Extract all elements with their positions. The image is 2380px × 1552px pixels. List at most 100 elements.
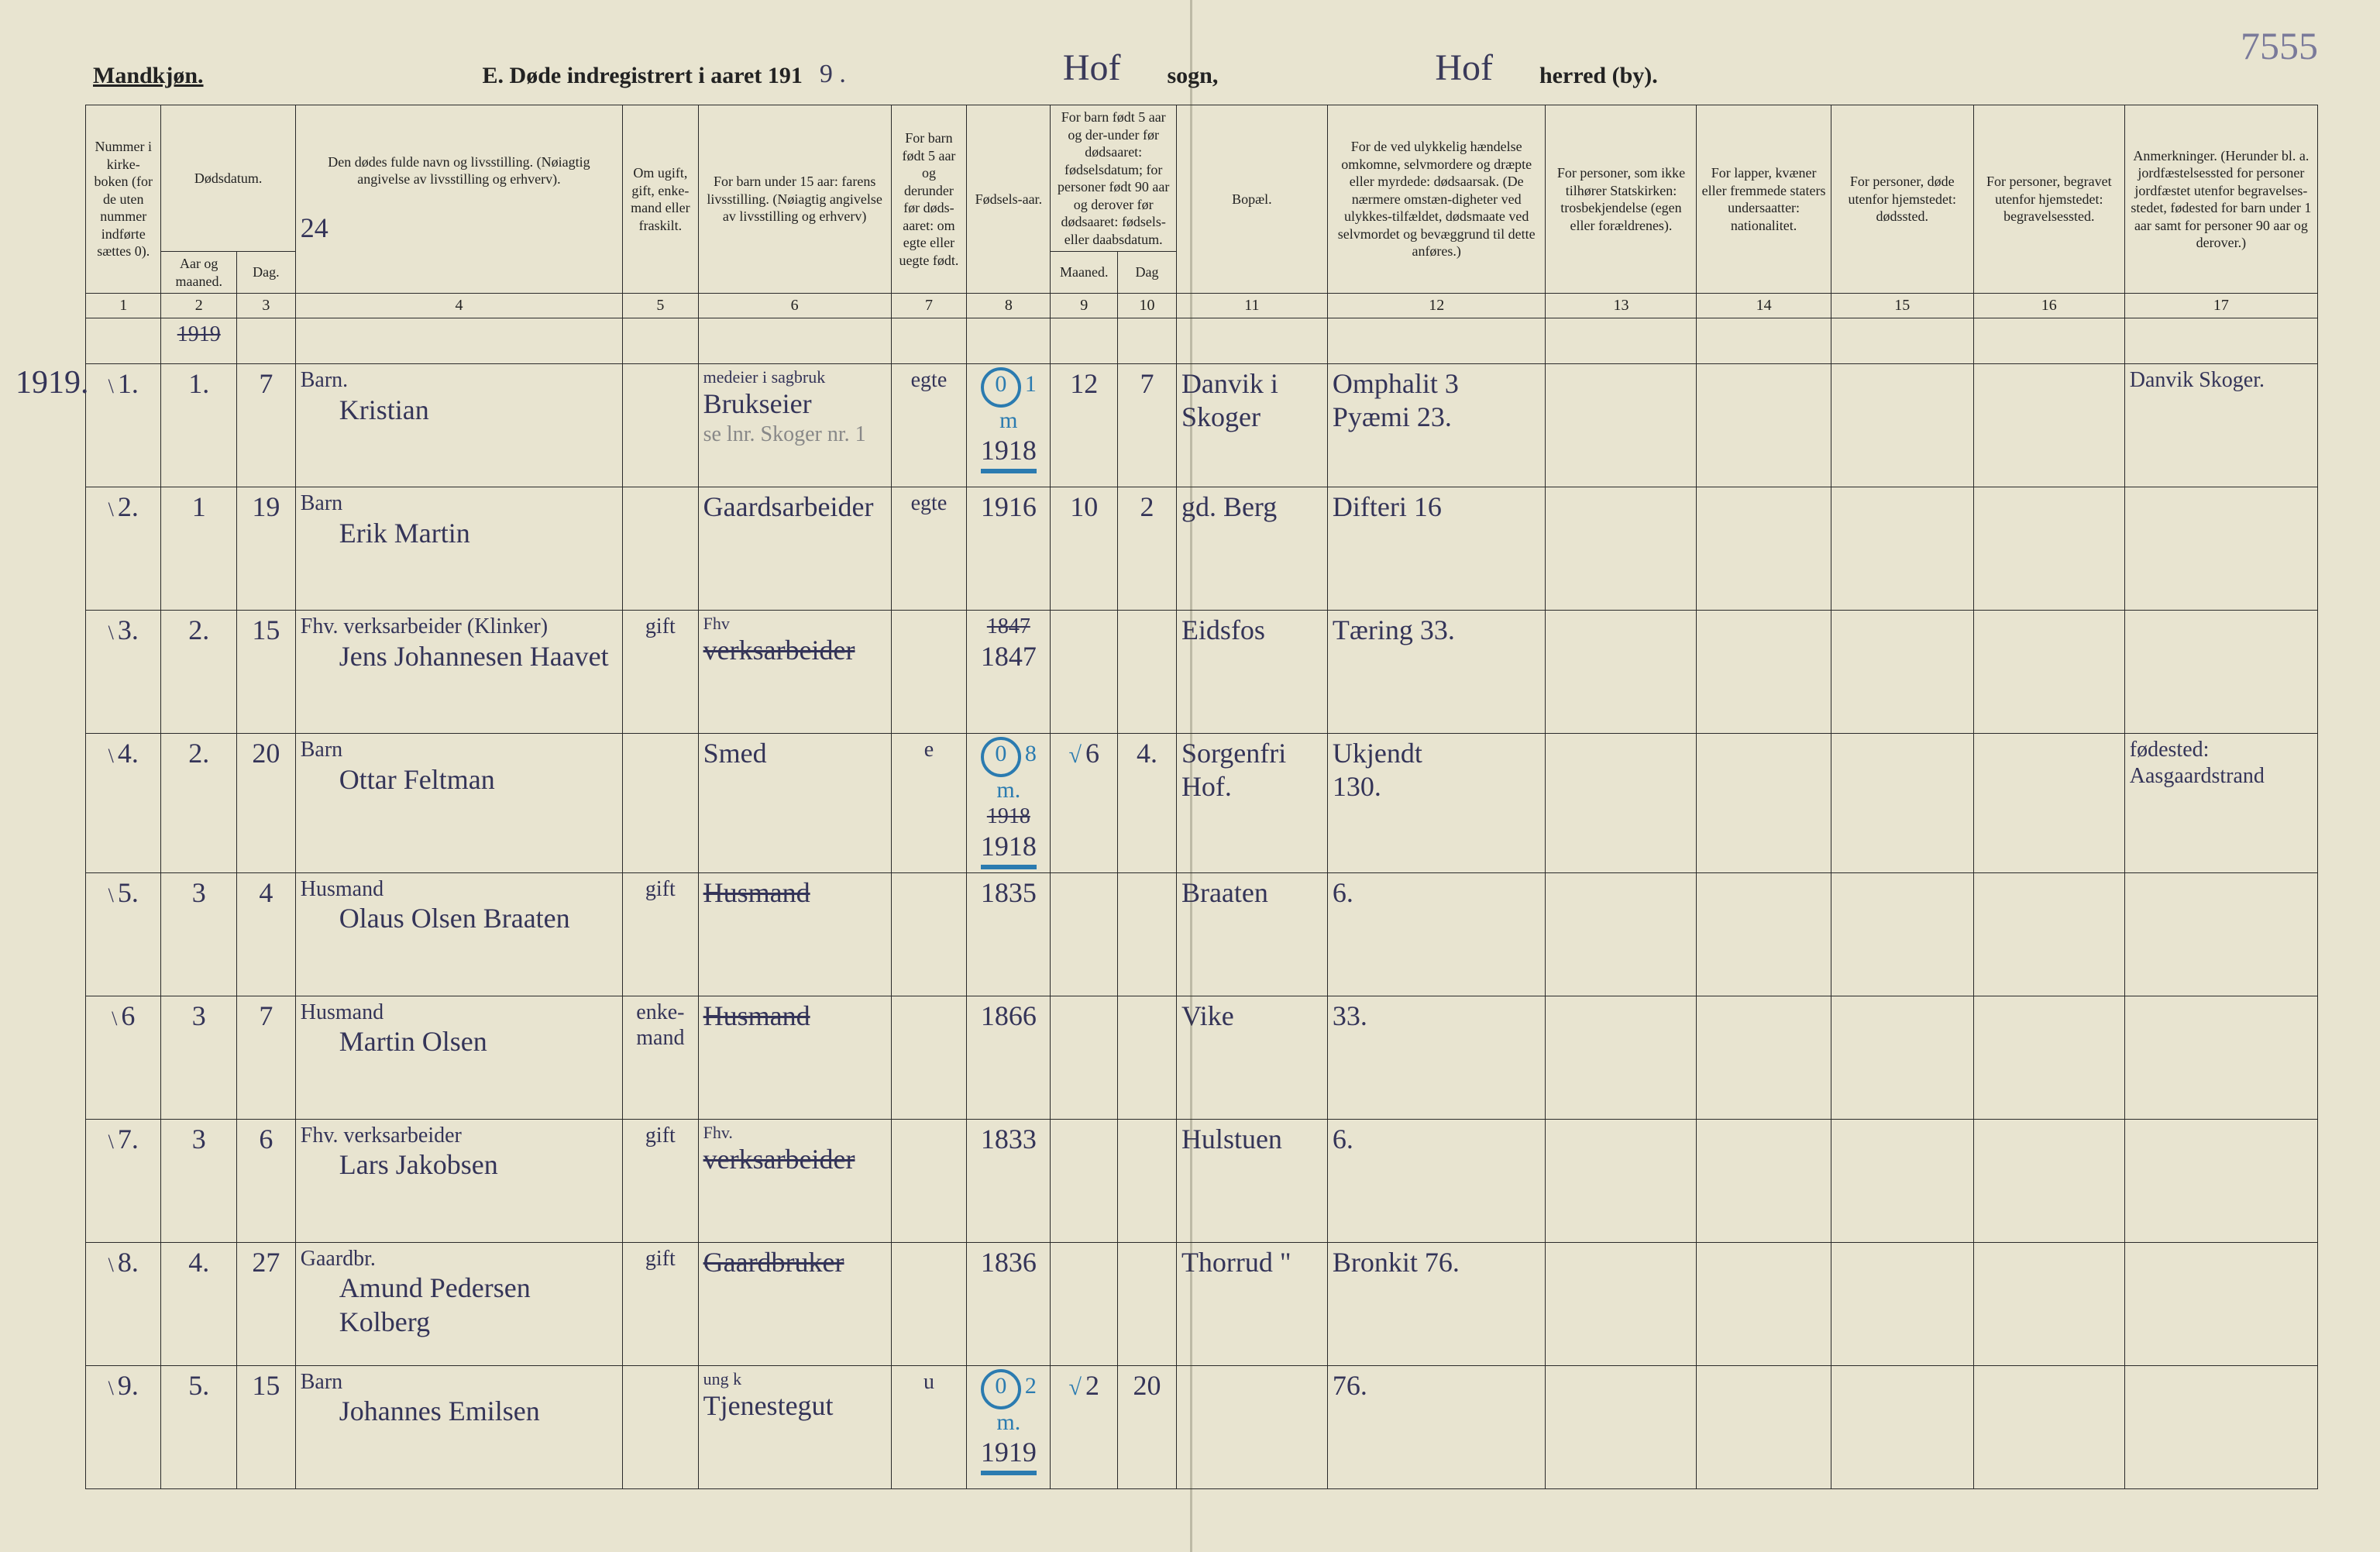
cell: Eidsfos [1176,611,1327,734]
year-row: 1919 [86,318,2318,364]
cell: HusmandOlaus Olsen Braaten [295,872,622,996]
year-row-c13 [1546,318,1697,364]
cell: \ 1. [86,364,161,487]
cell [1831,1365,1973,1488]
cell [1118,872,1177,996]
cell: 15 [236,611,295,734]
cell: √ 2 [1051,1365,1118,1488]
column-number-cell: 12 [1327,294,1546,318]
cell: \ 8. [86,1242,161,1365]
cell [1176,1365,1327,1488]
cell: fødested: Aasgaardstrand [2124,734,2317,873]
cell: gd. Berg [1176,487,1327,611]
herred-handwritten: Hof [1435,46,1493,89]
cell: 6. [1327,872,1546,996]
cell: BarnOttar Feltman [295,734,622,873]
cell [1973,611,2124,734]
cell: \ 6 [86,996,161,1119]
cell [2124,611,2317,734]
year-row-c2: 1919 [161,318,236,364]
cell [1118,1242,1177,1365]
cell: 76. [1327,1365,1546,1488]
table-row: \ 2.119BarnErik MartinGaardsarbeideregte… [86,487,2318,611]
table-row: \ 5.34HusmandOlaus Olsen BraatengiftHusm… [86,872,2318,996]
cell [1051,611,1118,734]
cell [891,611,966,734]
cell: 10 [1051,487,1118,611]
cell [1697,996,1831,1119]
cell: Husmand [698,872,891,996]
cell: 1835 [967,872,1051,996]
col-header-17: Anmerkninger. (Herunder bl. a. jordfæste… [2124,105,2317,294]
cell: Gaardbruker [698,1242,891,1365]
cell: Danvik i Skoger [1176,364,1327,487]
cell: Gaardbr.Amund Pedersen Kolberg [295,1242,622,1365]
cell [623,734,698,873]
year-row-c16 [1973,318,2124,364]
cell: ung kTjenestegut [698,1365,891,1488]
cell [1831,487,1973,611]
cell [1831,364,1973,487]
cell [891,1119,966,1242]
year-row-c6 [698,318,891,364]
column-number-cell: 11 [1176,294,1327,318]
column-number-cell: 3 [236,294,295,318]
cell [1697,487,1831,611]
table-row: \ 7.36Fhv. verksarbeiderLars Jakobsengif… [86,1119,2318,1242]
col-header-15: For personer, døde utenfor hjemstedet: d… [1831,105,1973,294]
cell: 4 [236,872,295,996]
cell: enke-mand [623,996,698,1119]
cell [1118,1119,1177,1242]
column-number-cell: 5 [623,294,698,318]
column-number-cell: 2 [161,294,236,318]
cell: gift [623,1119,698,1242]
cell: 1866 [967,996,1051,1119]
cell: BarnErik Martin [295,487,622,611]
column-number-cell: 17 [2124,294,2317,318]
column-number-cell: 9 [1051,294,1118,318]
cell: 7 [236,996,295,1119]
cell: 1 [161,487,236,611]
column-number-cell: 1 [86,294,161,318]
cell: Sorgenfri Hof. [1176,734,1327,873]
cell [1051,1242,1118,1365]
col-header-1: Nummer i kirke-boken (for de uten nummer… [86,105,161,294]
year-row-c12 [1327,318,1546,364]
column-number-cell: 6 [698,294,891,318]
year-margin: 1919. [15,364,89,401]
cell [1973,487,2124,611]
col-header-9b: Dag [1118,252,1177,294]
cell: Vike [1176,996,1327,1119]
cell: e [891,734,966,873]
column-number-cell: 4 [295,294,622,318]
cell [2124,1242,2317,1365]
cell: \ 2. [86,487,161,611]
year-row-c14 [1697,318,1831,364]
cell: 3 [161,1119,236,1242]
cell [1546,364,1697,487]
col-header-9a: Maaned. [1051,252,1118,294]
sogn-handwritten: Hof [1063,46,1121,89]
col-header-7: For barn født 5 aar og derunder før døds… [891,105,966,294]
cell: \ 7. [86,1119,161,1242]
cell: Omphalit 3Pyæmi 23. [1327,364,1546,487]
cell [1051,1119,1118,1242]
year-row-c5 [623,318,698,364]
cell [1546,1119,1697,1242]
cell [1546,996,1697,1119]
cell: Braaten [1176,872,1327,996]
cell: Ukjendt130. [1327,734,1546,873]
column-number-cell: 15 [1831,294,1973,318]
page-header: Mandkjøn. E. Døde indregistrert i aaret … [85,46,2318,89]
cell: Smed [698,734,891,873]
col-header-8: Fødsels-aar. [967,105,1051,294]
cell [2124,1119,2317,1242]
cell [623,487,698,611]
cell [1973,1119,2124,1242]
cell [623,364,698,487]
ledger-page: 7555 1919. Mandkjøn. E. Døde indregistre… [0,0,2380,1552]
year-row-c3 [236,318,295,364]
cell [891,872,966,996]
cell: Fhv. verksarbeider (Klinker)Jens Johanne… [295,611,622,734]
cell: 0 1 m1918 [967,364,1051,487]
